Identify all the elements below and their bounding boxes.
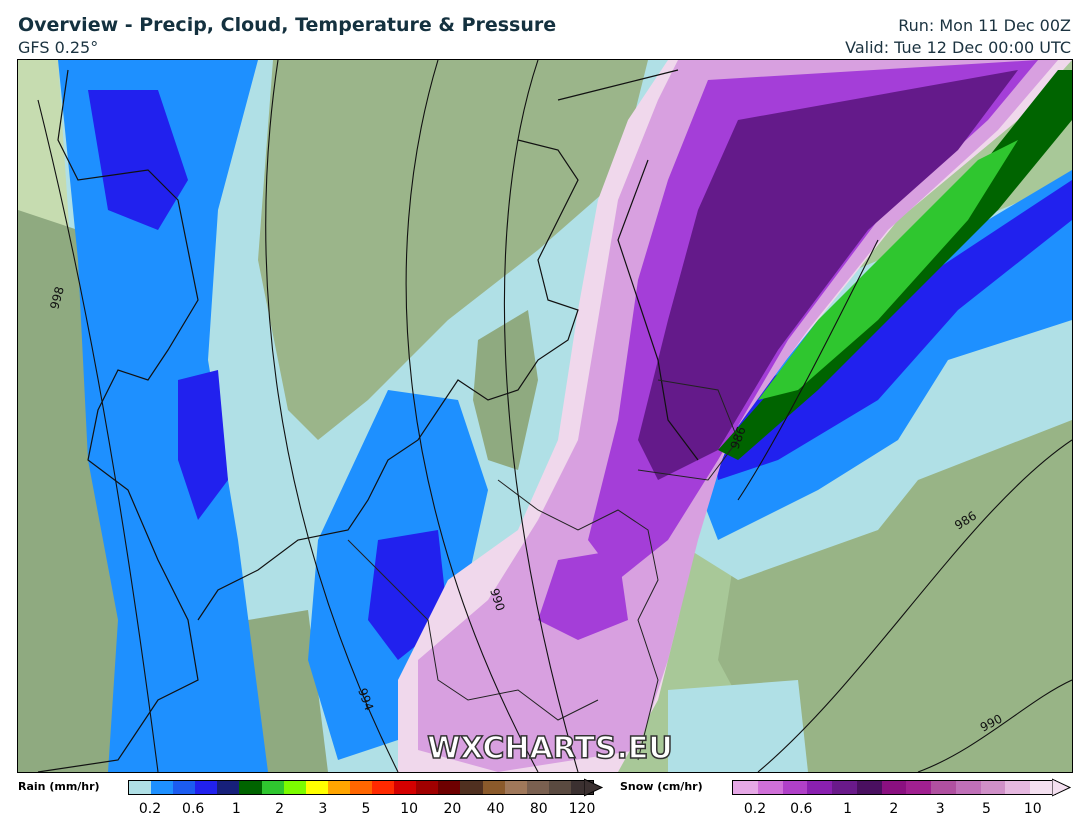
rain-tick-label: 1 bbox=[231, 801, 241, 817]
snow-color-swatch bbox=[782, 781, 808, 794]
cloud-netherlands bbox=[473, 310, 538, 470]
snow-bar-arrow bbox=[1052, 778, 1072, 797]
rain-legend-label: Rain (mm/hr) bbox=[18, 780, 100, 793]
rain-color-swatch bbox=[239, 781, 262, 794]
snow-legend-label: Snow (cm/hr) bbox=[620, 780, 703, 793]
rain-heavy-north bbox=[88, 90, 188, 230]
rain-color-swatch bbox=[548, 781, 571, 794]
rain-tick-label: 5 bbox=[361, 801, 371, 817]
rain-tick-label: 3 bbox=[318, 801, 328, 817]
rain-color-swatch bbox=[438, 781, 461, 794]
snow-color-swatch bbox=[757, 781, 783, 794]
rain-color-swatch bbox=[195, 781, 218, 794]
snow-tick-label: 5 bbox=[982, 801, 991, 817]
rain-color-swatch bbox=[460, 781, 483, 794]
snow-color-swatch bbox=[881, 781, 907, 794]
snow-color-swatch bbox=[931, 781, 956, 794]
page-title: Overview - Precip, Cloud, Temperature & … bbox=[18, 14, 557, 36]
isobar-label: 998 bbox=[47, 285, 66, 311]
rain-color-swatch bbox=[261, 781, 284, 794]
rain-lightgreen-band bbox=[758, 140, 1018, 400]
snow-color-swatch bbox=[1030, 781, 1055, 794]
watermark: WXCHARTS.EU bbox=[427, 731, 673, 766]
rain-tick-label: 10 bbox=[400, 801, 419, 817]
rain-color-swatch bbox=[482, 781, 505, 794]
snow-very-heavy-area bbox=[638, 70, 1018, 480]
rain-color-swatch bbox=[349, 781, 373, 794]
rain-color-swatch bbox=[394, 781, 417, 794]
snow-heavy-south bbox=[538, 550, 628, 640]
snow-color-swatch bbox=[832, 781, 857, 794]
rain-color-swatch bbox=[129, 781, 152, 794]
rain-tick-label: 80 bbox=[529, 801, 548, 817]
rain-color-swatch bbox=[327, 781, 350, 794]
snow-color-swatch bbox=[955, 781, 981, 794]
snow-color-swatch bbox=[856, 781, 882, 794]
rain-tick-label: 120 bbox=[568, 801, 596, 817]
snow-color-swatch bbox=[733, 781, 758, 794]
rain-color-bar bbox=[128, 780, 594, 795]
snow-tick-label: 3 bbox=[935, 801, 945, 817]
snow-tick-label: 0.6 bbox=[790, 801, 813, 817]
snow-color-bar bbox=[732, 780, 1056, 795]
snow-color-swatch bbox=[906, 781, 932, 794]
weather-map[interactable]: 998 994 990 986 986 990 WXCHARTS.EU bbox=[17, 59, 1073, 773]
rain-tick-label: 20 bbox=[443, 801, 462, 817]
coastlines bbox=[37, 69, 699, 772]
cloud-north-sea bbox=[258, 60, 648, 440]
rain-color-swatch bbox=[217, 781, 240, 794]
rain-color-swatch bbox=[416, 781, 439, 794]
rain-heavy-west bbox=[178, 370, 228, 520]
rain-color-swatch bbox=[173, 781, 196, 794]
country-borders bbox=[347, 379, 739, 761]
rain-color-swatch bbox=[151, 781, 174, 794]
cloud-france bbox=[248, 610, 328, 772]
rain-bar-arrow bbox=[584, 778, 604, 797]
rain-color-swatch bbox=[526, 781, 549, 794]
model-label: GFS 0.25° bbox=[18, 38, 99, 57]
rain-tick-label: 0.6 bbox=[182, 801, 205, 817]
snow-tick-label: 10 bbox=[1023, 801, 1042, 817]
snow-tick-label: 1 bbox=[843, 801, 853, 817]
rain-tick-label: 2 bbox=[275, 801, 285, 817]
isobar-label: 990 bbox=[487, 587, 507, 613]
valid-time: Valid: Tue 12 Dec 00:00 UTC bbox=[845, 38, 1071, 57]
snow-color-swatch bbox=[980, 781, 1006, 794]
rain-light-south bbox=[668, 680, 808, 772]
isobar-lines bbox=[37, 60, 1072, 772]
rain-color-swatch bbox=[504, 781, 527, 794]
run-time: Run: Mon 11 Dec 00Z bbox=[898, 16, 1071, 35]
rain-color-swatch bbox=[305, 781, 328, 794]
map-canvas: 998 994 990 986 986 990 WXCHARTS.EU bbox=[18, 60, 1072, 772]
rain-color-swatch bbox=[283, 781, 306, 794]
rain-tick-label: 0.2 bbox=[138, 801, 162, 817]
rain-tick-label: 40 bbox=[486, 801, 505, 817]
snow-tick-label: 0.2 bbox=[743, 801, 767, 817]
snow-color-swatch bbox=[1005, 781, 1031, 794]
snow-color-swatch bbox=[807, 781, 833, 794]
rain-color-swatch bbox=[372, 781, 395, 794]
snow-tick-label: 2 bbox=[889, 801, 899, 817]
